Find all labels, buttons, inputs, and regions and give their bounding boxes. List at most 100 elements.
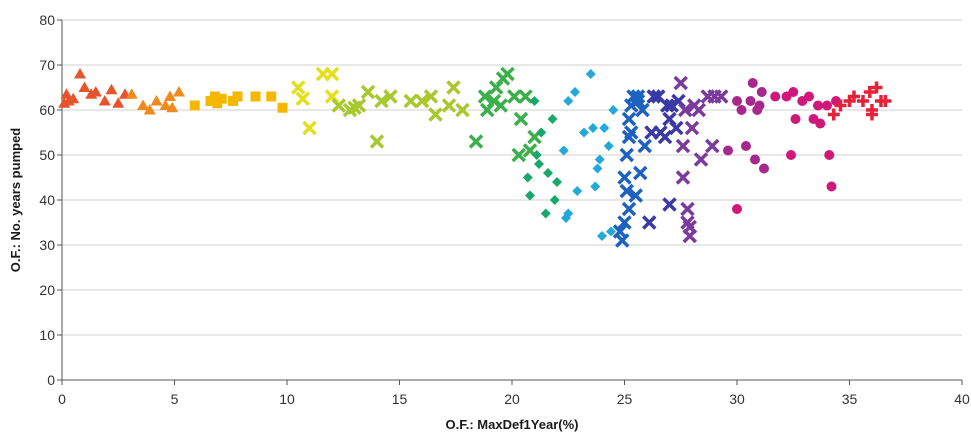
data-point (540, 208, 551, 219)
data-point (630, 93, 646, 109)
data-point (507, 89, 522, 104)
data-point (827, 108, 840, 121)
y-tick-label: 50 (39, 147, 55, 163)
data-point (150, 95, 163, 106)
data-point (790, 114, 801, 124)
data-point (635, 102, 650, 118)
data-point (691, 102, 706, 118)
data-point (615, 233, 630, 248)
data-point (857, 95, 869, 107)
data-point (143, 104, 156, 115)
data-point (105, 83, 118, 95)
x-tick-label: 30 (729, 391, 745, 407)
x-tick-label: 0 (58, 391, 66, 407)
data-point (590, 181, 601, 192)
data-point (210, 91, 220, 102)
tick-labels: 0 10 20 30 40 50 60 70 80 0 5 10 15 20 25 30 35 40 (39, 12, 970, 407)
data-point (477, 89, 493, 104)
y-tick-label: 30 (39, 237, 55, 253)
y-tick-label: 20 (39, 282, 55, 298)
x-tick-label: 20 (504, 391, 520, 407)
data-point (669, 120, 684, 136)
data-point (603, 141, 614, 151)
data-point (831, 96, 841, 106)
x-axis-title: O.F.: MaxDef1Year(%) (446, 417, 579, 432)
data-point (624, 125, 639, 140)
axes (57, 19, 963, 385)
data-point (531, 150, 542, 160)
y-axis-title: O.F.: No. years pumped (8, 128, 23, 273)
data-point (563, 96, 574, 106)
data-point (637, 138, 652, 154)
y-tick-label: 10 (39, 327, 55, 343)
data-point (383, 89, 398, 104)
data-point (599, 123, 610, 133)
data-point (137, 99, 149, 110)
data-point (723, 145, 733, 156)
data-point (750, 154, 760, 165)
data-point (826, 181, 837, 192)
data-point (493, 98, 508, 113)
data-point (606, 226, 616, 237)
data-point (619, 183, 634, 199)
data-point (678, 102, 693, 118)
data-point (594, 154, 605, 165)
data-point (646, 89, 661, 104)
data-point (159, 99, 172, 110)
data-point (295, 91, 310, 106)
data-point (585, 69, 596, 79)
data-point (621, 201, 637, 217)
data-point (189, 100, 200, 111)
data-point (125, 88, 138, 99)
x-tick-label: 5 (171, 391, 179, 407)
x-tick-label: 15 (392, 391, 408, 407)
data-point (759, 163, 769, 174)
data-point (549, 195, 560, 205)
data-point (112, 97, 125, 108)
data-point (804, 91, 814, 102)
x-tick-label: 35 (842, 391, 858, 407)
data-point (173, 86, 185, 97)
data-point (552, 177, 562, 187)
data-point (675, 138, 691, 154)
data-point (414, 93, 430, 109)
data-point (617, 215, 632, 230)
data-point (428, 107, 443, 122)
data-point (633, 165, 648, 181)
data-point (756, 87, 767, 97)
data-point (525, 190, 535, 201)
data-point (403, 93, 418, 109)
data-point (78, 81, 91, 92)
data-point (588, 123, 598, 133)
data-point (741, 141, 751, 151)
data-point (619, 147, 634, 163)
data-point (732, 96, 742, 106)
data-point (653, 125, 668, 140)
data-point (579, 127, 589, 138)
data-point (617, 170, 632, 185)
y-tick-label: 70 (39, 57, 55, 73)
data-point (543, 168, 553, 178)
data-point (630, 89, 646, 104)
data-point (441, 98, 457, 113)
data-point (834, 99, 847, 112)
data-point (786, 150, 796, 160)
data-point (98, 95, 111, 106)
data-point (216, 93, 227, 104)
data-point (250, 91, 261, 102)
data-point (446, 80, 461, 95)
data-point (468, 134, 484, 149)
data-point (705, 138, 720, 154)
data-point (747, 78, 758, 88)
data-point (628, 188, 643, 203)
data-point (522, 172, 533, 183)
data-point (232, 91, 243, 102)
data-point (597, 231, 607, 241)
data-point (369, 134, 385, 149)
data-point (529, 96, 540, 106)
data-point (675, 170, 691, 185)
data-point (62, 95, 75, 106)
data-point (848, 90, 860, 103)
data-point (813, 100, 823, 111)
data-point (518, 89, 533, 104)
